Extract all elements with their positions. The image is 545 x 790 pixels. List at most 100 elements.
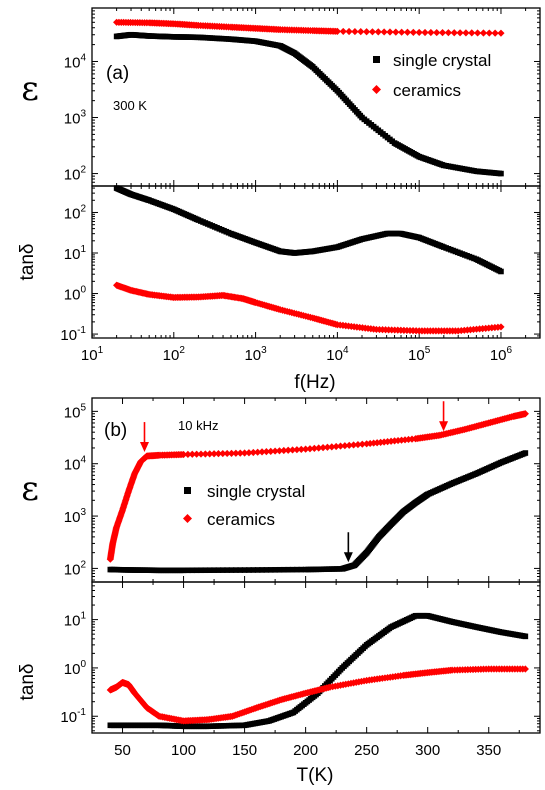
data-point [267, 567, 274, 573]
data-point [339, 27, 347, 36]
y-tick-exponent: 1 [80, 244, 86, 255]
y-tick-base: 10 [64, 54, 81, 71]
x-tick-label: 150 [232, 742, 257, 759]
data-point [341, 442, 349, 450]
y-tick-exponent: 4 [80, 455, 86, 466]
y-tick-exponent: 2 [80, 165, 86, 176]
x-tick-label: 105 [408, 345, 431, 364]
data-point [246, 567, 252, 573]
series-ceramics [113, 281, 505, 335]
data-point [281, 566, 287, 573]
data-point [263, 567, 270, 573]
panel-a-xlabel: f(Hz) [294, 372, 335, 393]
data-point [415, 28, 423, 37]
y-tick-exponent: -1 [77, 325, 86, 336]
panel-a-label: (a) [106, 63, 129, 84]
data-point [403, 28, 412, 36]
data-point [188, 450, 196, 458]
data-point [259, 567, 265, 573]
x-tick-base: 10 [244, 347, 261, 364]
data-point [491, 29, 499, 37]
x-tick-label: 106 [490, 345, 513, 364]
data-point [254, 448, 262, 456]
data-point [349, 441, 358, 449]
data-point [383, 438, 392, 446]
data-point [498, 268, 504, 275]
y-tick-label: 102 [64, 165, 87, 184]
y-tick-label: 102 [64, 559, 87, 578]
y-tick-label: 102 [64, 203, 87, 222]
legend-a-marker-ceramics [372, 85, 381, 94]
data-point [421, 28, 429, 37]
data-point [293, 446, 301, 454]
data-point [219, 567, 226, 573]
series-single-crystal [113, 185, 504, 275]
data-point [310, 444, 318, 452]
y-tick-label: 103 [64, 109, 87, 128]
data-point [288, 446, 297, 454]
data-point [351, 27, 359, 36]
data-point [219, 449, 227, 458]
x-tick-label: 104 [326, 345, 349, 364]
data-point [185, 567, 191, 574]
y-tick-base: 10 [64, 457, 81, 474]
data-point [392, 28, 400, 36]
y-tick-base: 10 [64, 509, 81, 526]
data-point [498, 170, 504, 177]
y-tick-exponent: 5 [80, 402, 86, 413]
x-tick-label: 100 [171, 742, 196, 759]
data-point [319, 444, 327, 452]
x-tick-exponent: 3 [261, 345, 267, 356]
x-tick-label: 200 [293, 742, 318, 759]
y-tick-exponent: 3 [80, 507, 86, 518]
data-point [366, 439, 374, 448]
data-point [438, 29, 447, 37]
data-point [202, 567, 209, 574]
data-point [276, 566, 283, 573]
x-tick-exponent: 1 [98, 345, 104, 356]
data-point [328, 443, 336, 451]
data-point [206, 450, 214, 458]
data-point [521, 665, 529, 673]
x-tick-exponent: 4 [343, 345, 349, 356]
data-point [193, 450, 201, 458]
data-point [275, 447, 284, 455]
data-point [374, 28, 382, 36]
data-point [250, 567, 257, 573]
y-tick-base: 10 [64, 404, 81, 421]
x-tick-label: 300 [415, 742, 440, 759]
data-point [522, 633, 529, 640]
data-point [271, 447, 279, 455]
data-point [409, 28, 417, 36]
data-point [323, 443, 332, 451]
data-point [462, 29, 470, 37]
panel-b-eps-ylabel: ε [21, 469, 39, 509]
legend-b-marker-single-crystal [184, 487, 191, 494]
data-point [485, 29, 493, 37]
data-point [245, 449, 253, 457]
data-point [294, 566, 300, 573]
data-point [315, 444, 323, 452]
data-point [456, 29, 464, 37]
data-point [206, 567, 213, 573]
x-tick-label: 101 [81, 345, 104, 364]
data-point [236, 449, 244, 457]
panel-a-temperature-note: 300 K [113, 98, 147, 113]
panel-b-label: (b) [104, 420, 127, 441]
y-tick-base: 10 [64, 561, 81, 578]
data-point [368, 28, 377, 36]
x-tick-base: 10 [163, 347, 180, 364]
y-tick-exponent: 0 [80, 659, 86, 670]
panel-b-tan-ylabel: tanδ [17, 664, 38, 701]
data-point [210, 450, 218, 458]
data-point [201, 450, 209, 458]
y-tick-base: 10 [60, 327, 77, 344]
plot-frame [91, 581, 541, 734]
y-tick-label: 100 [64, 285, 87, 304]
arrow-head [343, 552, 353, 563]
x-tick-label: 50 [114, 742, 131, 759]
data-point [497, 29, 505, 37]
data-point [333, 27, 341, 35]
